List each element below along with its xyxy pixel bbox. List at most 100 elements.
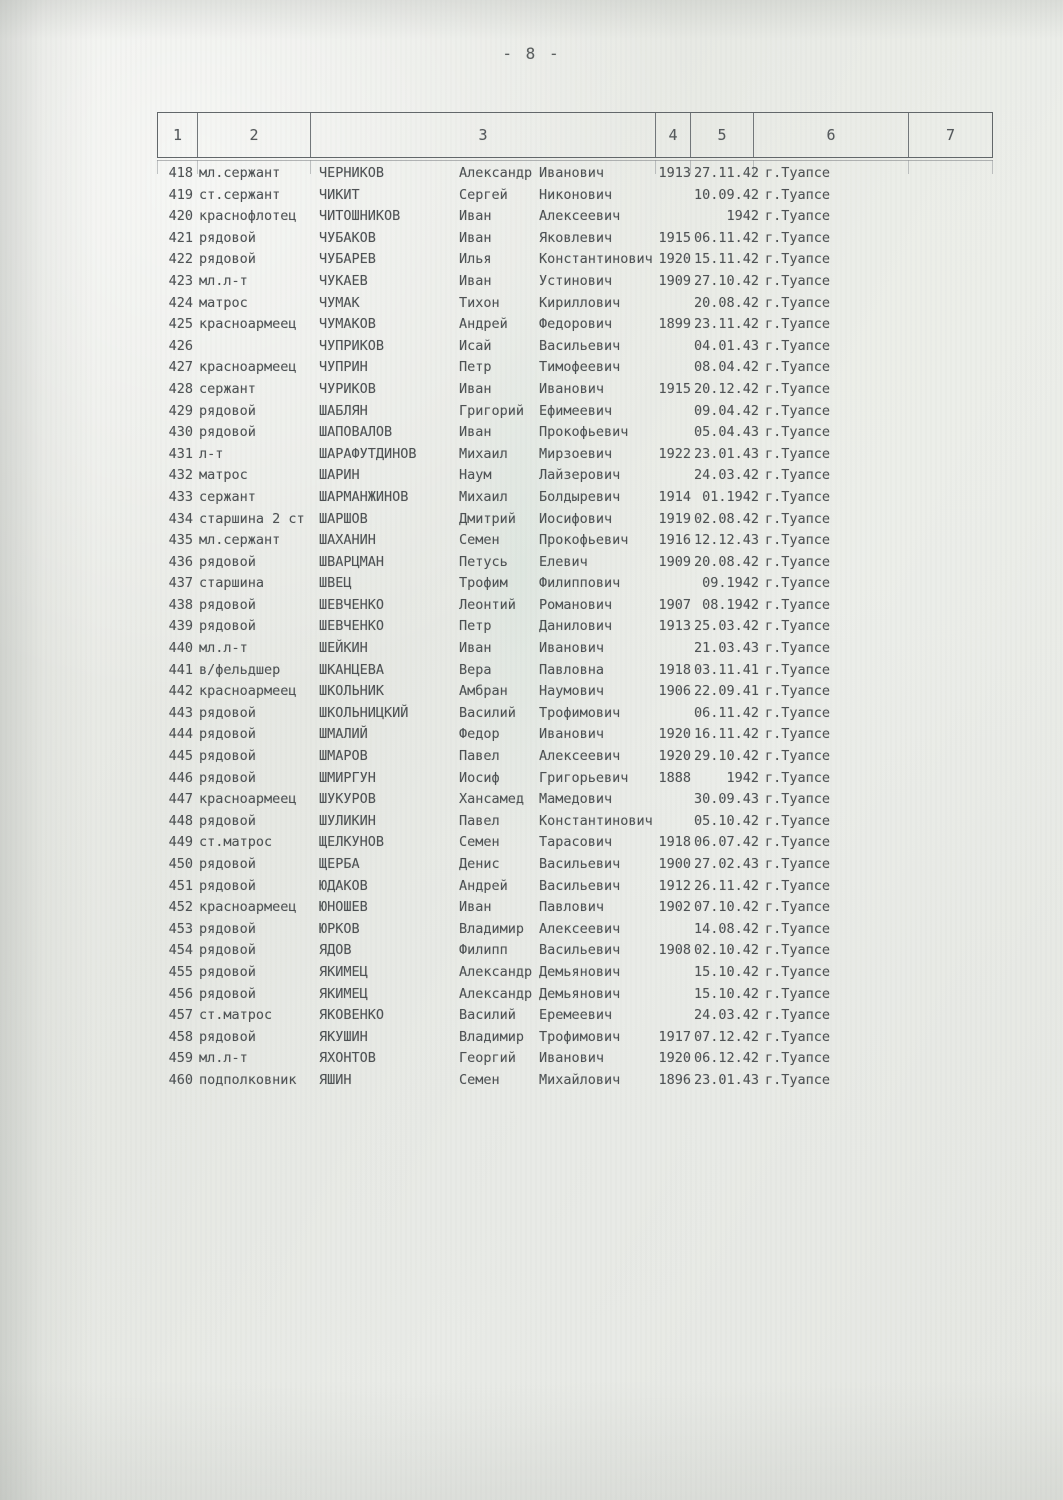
record-rank: матрос [199, 294, 248, 311]
record-surname: ШУЛИКИН [319, 812, 376, 829]
record-burial-place: г.Туапсе [765, 748, 831, 765]
column-tick-5 [690, 160, 691, 174]
record-surname: ШВАРЦМАН [319, 553, 385, 570]
record-burial-place: г.Туапсе [765, 229, 831, 246]
table-row: 444 рядовой ШМАЛИЙ Федор Иванович 1920 16.11.4… [157, 724, 1017, 746]
casualty-record-rows: 418 мл.сержант ЧЕРНИКОВ Александр Иванович 19… [157, 163, 1017, 1092]
column-tick-7 [908, 160, 909, 174]
record-burial-place: г.Туапсе [765, 726, 831, 743]
record-rank: рядовой [199, 553, 256, 570]
record-birth-year: 1906 [658, 683, 691, 700]
record-burial-place: г.Туапсе [765, 467, 831, 484]
record-index: 440 [168, 640, 193, 657]
record-death-date: 14.08.42 [693, 920, 759, 937]
record-death-date: 26.11.42 [693, 877, 759, 894]
record-surname: ШАХАНИН [319, 532, 376, 549]
column-tick-2 [310, 160, 311, 174]
record-rank: красноармеец [199, 791, 297, 808]
record-death-date: 20.08.42 [693, 294, 759, 311]
table-row: 454 рядовой ЯДОВ Филипп Васильевич 1908 02.10.… [157, 940, 1017, 962]
record-patronymic: Григорьевич [539, 769, 629, 786]
record-burial-place: г.Туапсе [765, 683, 831, 700]
record-first-name: Иван [459, 640, 492, 657]
record-index: 442 [168, 683, 193, 700]
record-patronymic: Трофимович [539, 704, 621, 721]
record-birth-year: 1916 [658, 532, 691, 549]
record-surname: ЩЕРБА [319, 856, 360, 872]
column-number-4: 4 [656, 113, 691, 157]
record-patronymic: Мамедович [539, 791, 613, 808]
record-death-date: 29.10.42 [693, 748, 759, 765]
record-death-date: 06.11.42 [693, 229, 759, 246]
record-surname: ЯКОВЕНКО [319, 1007, 385, 1024]
record-patronymic: Болдыревич [539, 488, 621, 505]
table-row: 441 в/фельдшер ШКАНЦЕВА Вера Павловна 1918 03.… [157, 660, 1017, 682]
record-burial-place: г.Туапсе [765, 488, 831, 505]
table-row: 453 рядовой ЮРКОВ Владимир Алексеевич 14.08.4… [157, 919, 1017, 941]
record-index: 450 [168, 856, 193, 872]
record-patronymic: Мирзоевич [539, 445, 613, 462]
record-death-date: 08.1942 [702, 596, 759, 613]
table-row: 436 рядовой ШВАРЦМАН Петусь Елевич 1909 20.08.… [157, 552, 1017, 574]
record-patronymic: Елевич [539, 553, 588, 570]
record-first-name: Федор [459, 726, 500, 743]
record-first-name: Василий [459, 704, 516, 721]
record-patronymic: Романович [539, 596, 613, 613]
record-first-name: Семен [459, 1071, 500, 1088]
record-death-date: 25.03.42 [693, 618, 759, 635]
record-burial-place: г.Туапсе [765, 1071, 831, 1088]
record-surname: ЮНОШЕВ [319, 899, 368, 916]
record-first-name: Михаил [459, 445, 508, 462]
record-index: 425 [168, 316, 193, 333]
record-rank: ст.сержант [199, 186, 281, 203]
record-rank: ст.матрос [199, 834, 273, 851]
record-rank: рядовой [199, 424, 256, 441]
record-index: 446 [168, 769, 193, 786]
record-burial-place: г.Туапсе [765, 1007, 831, 1024]
record-index: 452 [168, 899, 193, 916]
record-patronymic: Павлович [539, 899, 605, 916]
record-patronymic: Трофимович [539, 1028, 621, 1045]
record-birth-year: 1909 [658, 553, 691, 570]
record-rank: рядовой [199, 748, 256, 765]
record-patronymic: Иванович [539, 380, 605, 397]
record-patronymic: Михайлович [539, 1071, 621, 1088]
table-row: 448 рядовой ШУЛИКИН Павел Константинович 05.1… [157, 811, 1017, 833]
record-first-name: Андрей [459, 877, 508, 894]
table-row: 439 рядовой ШЕВЧЕНКО Петр Данилович 1913 25.03… [157, 616, 1017, 638]
record-burial-place: г.Туапсе [765, 165, 831, 181]
record-death-date: 30.09.43 [693, 791, 759, 808]
record-burial-place: г.Туапсе [765, 596, 831, 613]
record-index: 420 [168, 208, 193, 225]
record-surname: ЯКУШИН [319, 1028, 368, 1045]
record-index: 421 [168, 229, 193, 246]
record-death-date: 27.02.43 [693, 856, 759, 872]
record-index: 439 [168, 618, 193, 635]
record-first-name: Иван [459, 424, 492, 441]
record-index: 429 [168, 402, 193, 419]
record-birth-year: 1917 [658, 1028, 691, 1045]
table-row: 423 мл.л-т ЧУКАЕВ Иван Устинович 1909 27.10.42… [157, 271, 1017, 293]
record-birth-year: 1919 [658, 510, 691, 527]
record-birth-year: 1900 [658, 856, 691, 872]
record-index: 435 [168, 532, 193, 549]
record-birth-year: 1913 [658, 618, 691, 635]
record-burial-place: г.Туапсе [765, 445, 831, 462]
record-burial-place: г.Туапсе [765, 942, 831, 959]
record-burial-place: г.Туапсе [765, 294, 831, 311]
record-death-date: 23.11.42 [693, 316, 759, 333]
record-burial-place: г.Туапсе [765, 769, 831, 786]
record-index: 427 [168, 359, 193, 376]
record-first-name: Петусь [459, 553, 508, 570]
record-index: 432 [168, 467, 193, 484]
record-surname: ШУКУРОВ [319, 791, 376, 808]
record-index: 454 [168, 942, 193, 959]
record-rank: красноармеец [199, 683, 297, 700]
record-rank: краснофлотец [199, 208, 297, 225]
table-row: 445 рядовой ШМАРОВ Павел Алексеевич 1920 29.10… [157, 746, 1017, 768]
record-patronymic: Демьянович [539, 963, 621, 980]
table-row: 420 краснофлотец ЧИТОШНИКОВ Иван Алексеевич 1… [157, 206, 1017, 228]
record-index: 448 [168, 812, 193, 829]
record-index: 444 [168, 726, 193, 743]
